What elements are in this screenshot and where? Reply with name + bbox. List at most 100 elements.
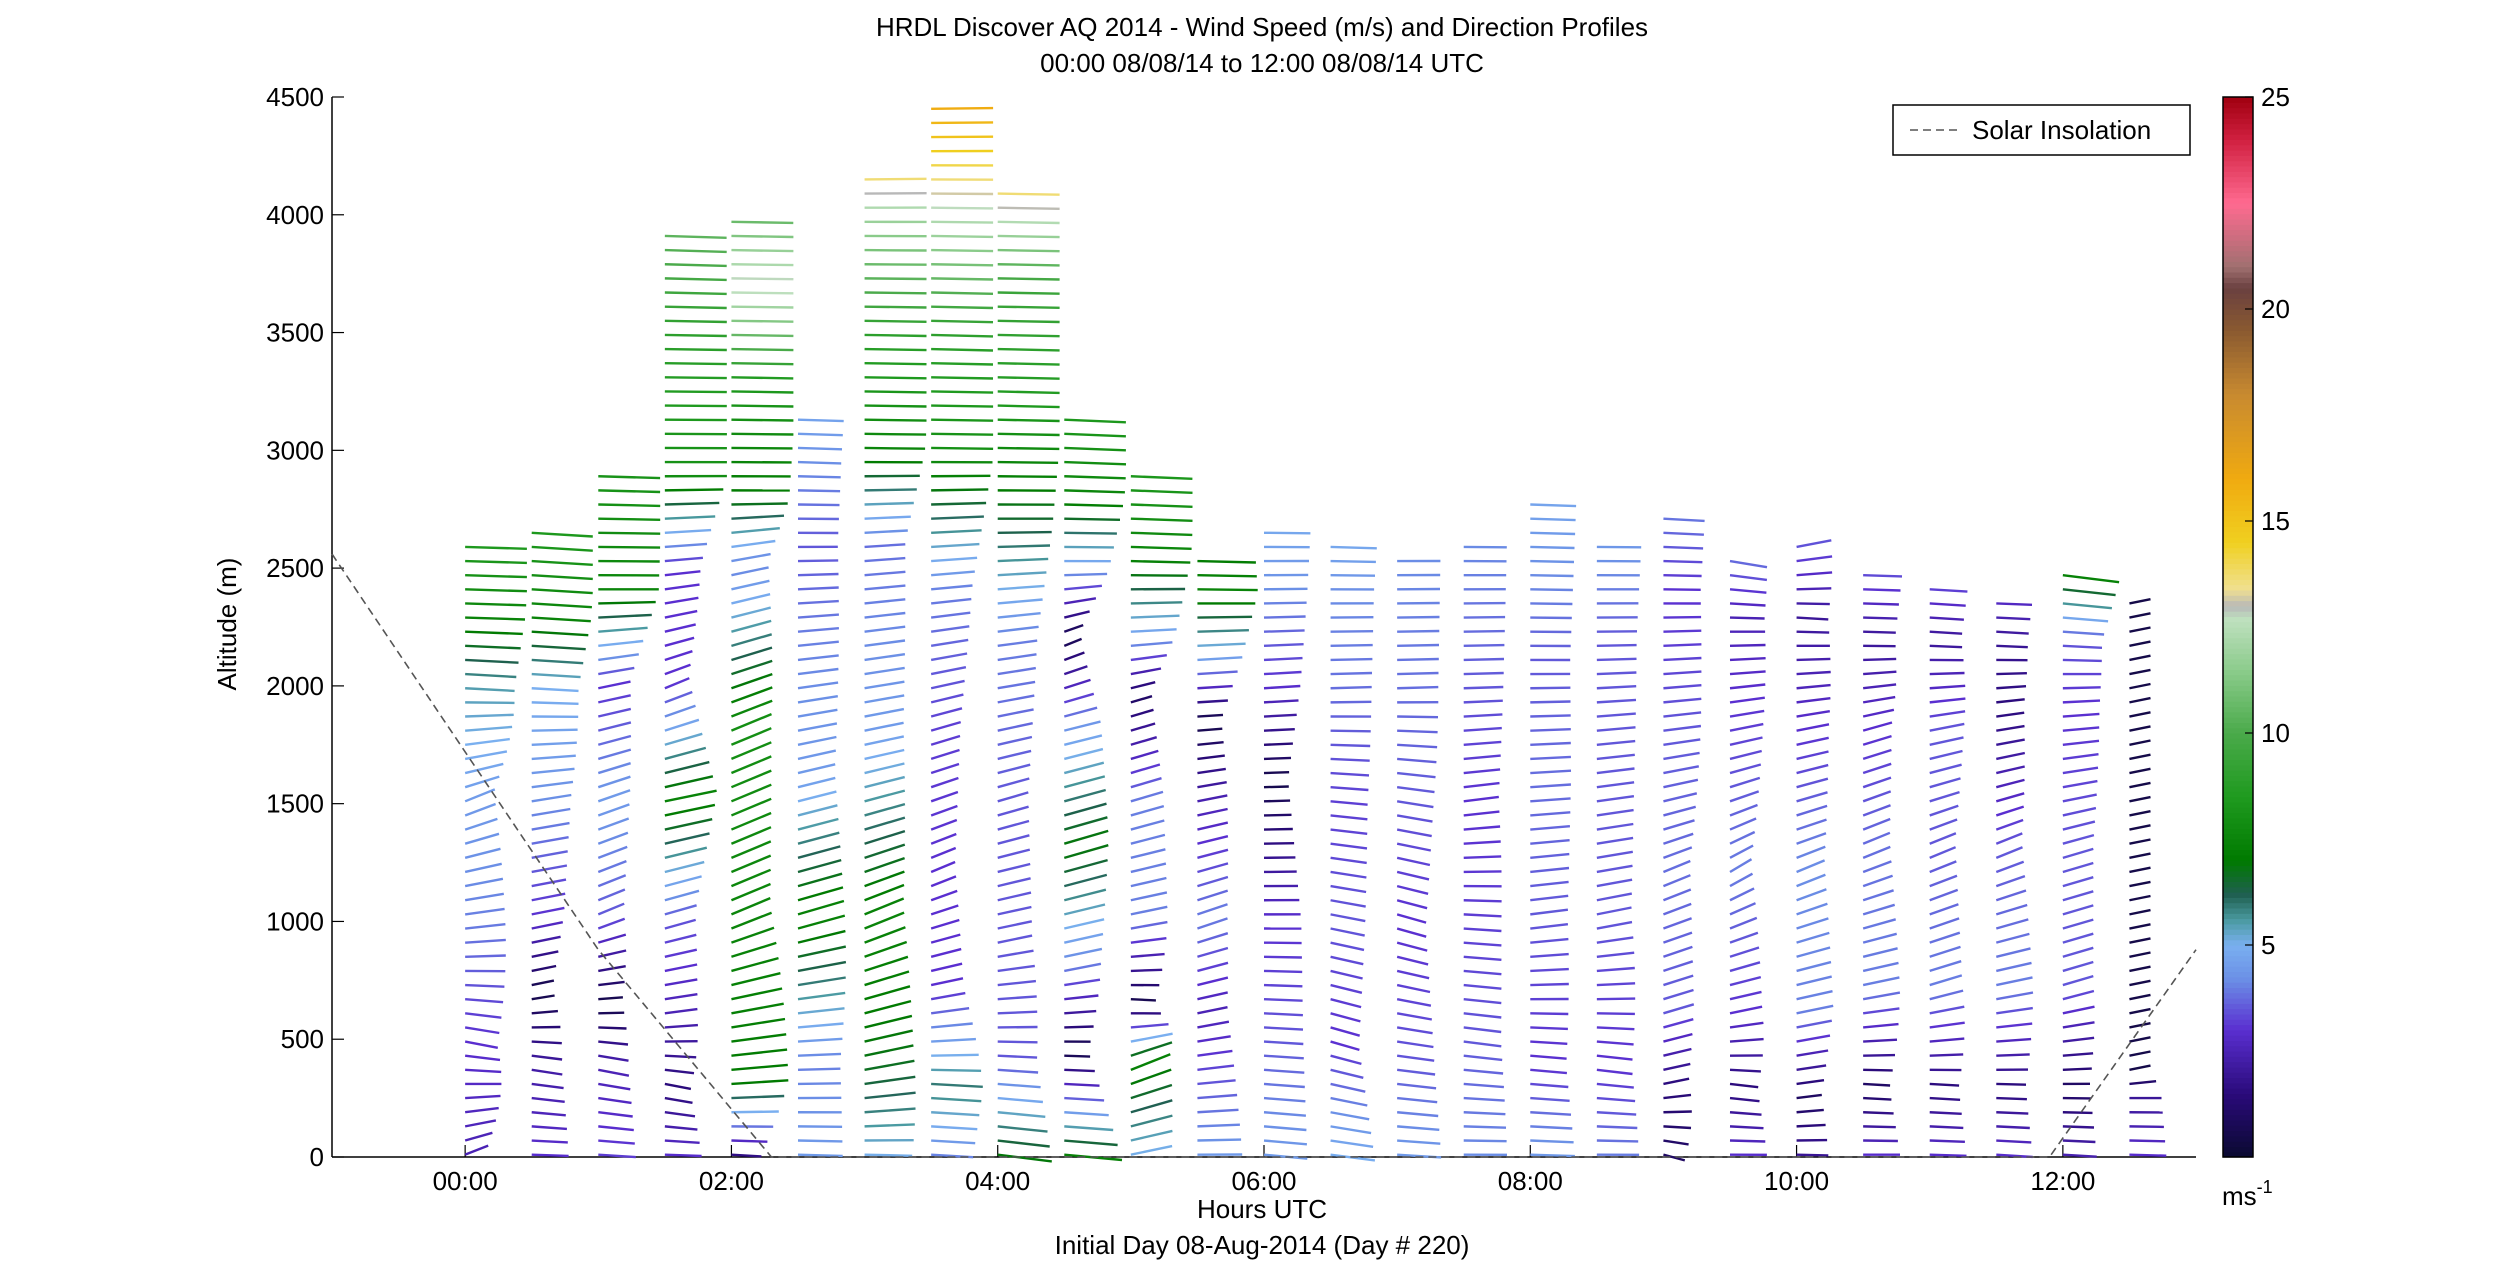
wind-barb [1863, 1022, 1899, 1029]
wind-barb [664, 732, 703, 746]
wind-barb [1796, 1108, 1824, 1114]
wind-barb [1064, 610, 1090, 619]
wind-barb [1596, 836, 1634, 845]
wind-barb [1064, 1139, 1118, 1147]
wind-barb [1996, 738, 2025, 746]
wind-barb [598, 1054, 629, 1062]
colorbar-segment [2223, 494, 2253, 501]
wind-barb [1929, 945, 1961, 958]
wind-barb [1197, 713, 1224, 718]
wind-barb [997, 376, 1060, 380]
wind-barb [1530, 1082, 1569, 1089]
colorbar-segment [2223, 293, 2253, 299]
wind-barb [931, 446, 994, 450]
wind-barb [931, 106, 994, 110]
wind-barb [598, 1011, 625, 1015]
wind-barb [1996, 724, 2025, 732]
wind-barb [1663, 751, 1700, 761]
x-tick-label: 06:00 [1231, 1166, 1296, 1196]
colorbar-segment [2223, 430, 2253, 437]
wind-barb [797, 489, 841, 493]
wind-barb [1729, 696, 1765, 704]
wind-barb [664, 1139, 700, 1144]
wind-barb [1330, 1082, 1366, 1093]
wind-barb [1796, 1064, 1827, 1072]
wind-barb [2062, 989, 2095, 1001]
profile-column [730, 220, 794, 1158]
wind-barb [1596, 808, 1634, 817]
wind-barb [997, 791, 1029, 803]
wind-barb [1596, 1012, 1635, 1016]
wind-barb [1796, 1123, 1826, 1128]
wind-barb [1596, 1111, 1637, 1116]
wind-barb [931, 376, 994, 380]
wind-barb [730, 911, 773, 930]
colorbar-segment [2223, 356, 2253, 363]
colorbar-segment [2223, 987, 2253, 994]
wind-barb [1064, 597, 1097, 605]
wind-barb [598, 666, 635, 676]
wind-barb [930, 860, 956, 874]
wind-barb [797, 872, 843, 888]
wind-barb [2129, 866, 2151, 874]
colorbar-segment [2223, 971, 2253, 978]
wind-barb [464, 847, 501, 860]
colorbar-segment [2223, 711, 2253, 718]
x-tick-label: 12:00 [2030, 1166, 2095, 1196]
wind-barb [531, 850, 568, 860]
wind-barb [864, 680, 905, 690]
wind-barb [1463, 941, 1502, 947]
legend-label-solar: Solar Insolation [1972, 115, 2151, 145]
wind-barb [2129, 711, 2151, 718]
wind-barb [1596, 864, 1633, 874]
wind-barb [1863, 657, 1897, 662]
wind-barb [1663, 573, 1702, 578]
wind-barb [1596, 1068, 1633, 1076]
wind-barb [2129, 824, 2151, 831]
colorbar-segment [2223, 833, 2253, 840]
wind-barb [1197, 991, 1228, 1001]
colorbar-segment [2223, 632, 2253, 639]
wind-barb [2062, 726, 2100, 732]
wind-barb [1663, 931, 1693, 944]
wind-barb [931, 432, 994, 436]
wind-barb [864, 802, 906, 817]
wind-barb [864, 529, 908, 534]
wind-barb [1530, 839, 1570, 845]
colorbar-segment [2223, 939, 2253, 946]
wind-barb [2062, 1052, 2094, 1057]
wind-barb [1996, 976, 2033, 987]
wind-barb [1263, 969, 1303, 974]
wind-barb [464, 1054, 501, 1062]
colorbar-segment [2223, 621, 2253, 628]
wind-barb [1130, 891, 1168, 902]
wind-barb [1729, 872, 1754, 888]
wind-barb [931, 234, 994, 239]
colorbar-segment [2223, 558, 2253, 564]
wind-barb [598, 531, 661, 535]
wind-barb [2062, 861, 2094, 874]
wind-barb [531, 878, 567, 888]
wind-barb [1330, 828, 1368, 835]
wind-barb [1663, 1139, 1689, 1146]
wind-barb [1663, 684, 1702, 690]
wind-barb [664, 704, 696, 718]
wind-barb [1995, 903, 2028, 916]
wind-barb [1130, 641, 1173, 648]
colorbar-segment [2223, 907, 2253, 914]
wind-barb [1463, 1012, 1502, 1019]
wind-barb [797, 475, 841, 479]
wind-barb [1064, 994, 1099, 1001]
wind-barb [1796, 777, 1829, 789]
wind-barb [797, 432, 843, 437]
wind-barb [1397, 685, 1439, 690]
colorbar-segment [2223, 1104, 2253, 1110]
colorbar-segment [2223, 1146, 2253, 1153]
wind-barb [864, 1014, 913, 1029]
wind-barb [1197, 670, 1238, 676]
wind-barb [1729, 1139, 1766, 1143]
colorbar-segment [2223, 669, 2253, 676]
wind-barb [797, 858, 842, 874]
colorbar-segment [2223, 441, 2253, 448]
wind-barb [731, 1002, 784, 1015]
